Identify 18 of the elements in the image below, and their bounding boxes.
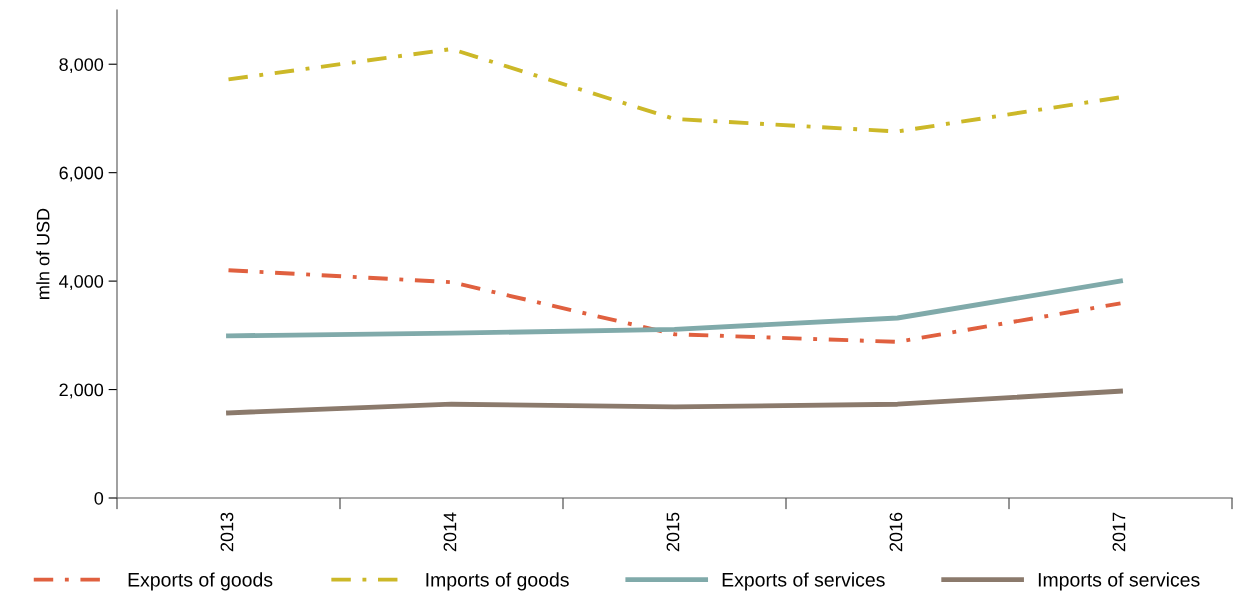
y-axis-title: mln of USD	[36, 208, 50, 299]
legend-label: Imports of goods	[426, 572, 569, 591]
y-tick-label: 2,000	[59, 383, 104, 399]
line-series	[226, 278, 1123, 339]
x-tick-label: 2013	[220, 512, 234, 552]
x-tick-label: 2015	[666, 512, 680, 552]
line-series	[226, 388, 1123, 416]
y-tick-label: 6,000	[59, 166, 104, 182]
y-tick-label: 8,000	[59, 58, 104, 74]
x-tick-label: 2017	[1112, 512, 1126, 552]
line-series	[226, 268, 1123, 344]
legend-label: Imports of services	[1038, 572, 1200, 591]
y-tick-label: 4,000	[59, 275, 104, 290]
legend-label: Exports of services	[722, 572, 885, 591]
legend-label: Exports of goods	[128, 572, 273, 591]
y-tick-label: 0	[94, 491, 104, 505]
x-tick-label: 2014	[443, 512, 457, 552]
x-tick-label: 2016	[889, 512, 903, 552]
